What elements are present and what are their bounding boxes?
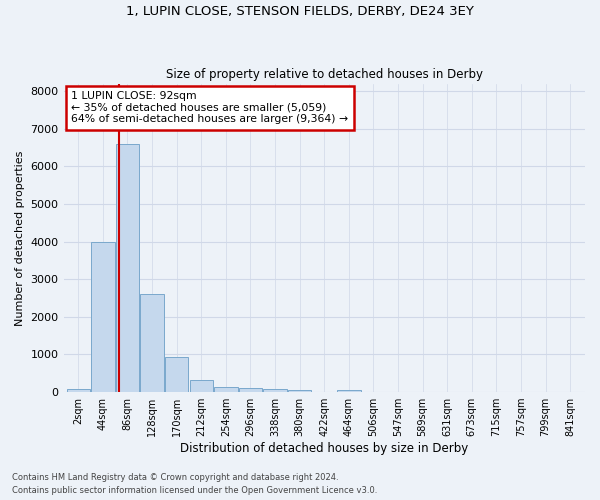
Text: 1, LUPIN CLOSE, STENSON FIELDS, DERBY, DE24 3EY: 1, LUPIN CLOSE, STENSON FIELDS, DERBY, D… [126, 5, 474, 18]
Text: Contains HM Land Registry data © Crown copyright and database right 2024.
Contai: Contains HM Land Registry data © Crown c… [12, 474, 377, 495]
Bar [67, 390, 90, 392]
Y-axis label: Number of detached properties: Number of detached properties [15, 150, 25, 326]
Bar [190, 380, 213, 392]
Title: Size of property relative to detached houses in Derby: Size of property relative to detached ho… [166, 68, 483, 81]
Bar [263, 390, 287, 392]
Bar [165, 356, 188, 392]
Bar [140, 294, 164, 392]
Bar [91, 242, 115, 392]
Bar [214, 387, 238, 392]
Bar [239, 388, 262, 392]
Bar [116, 144, 139, 392]
X-axis label: Distribution of detached houses by size in Derby: Distribution of detached houses by size … [180, 442, 469, 455]
Bar [337, 390, 361, 392]
Text: 1 LUPIN CLOSE: 92sqm
← 35% of detached houses are smaller (5,059)
64% of semi-de: 1 LUPIN CLOSE: 92sqm ← 35% of detached h… [71, 92, 349, 124]
Bar [288, 390, 311, 392]
